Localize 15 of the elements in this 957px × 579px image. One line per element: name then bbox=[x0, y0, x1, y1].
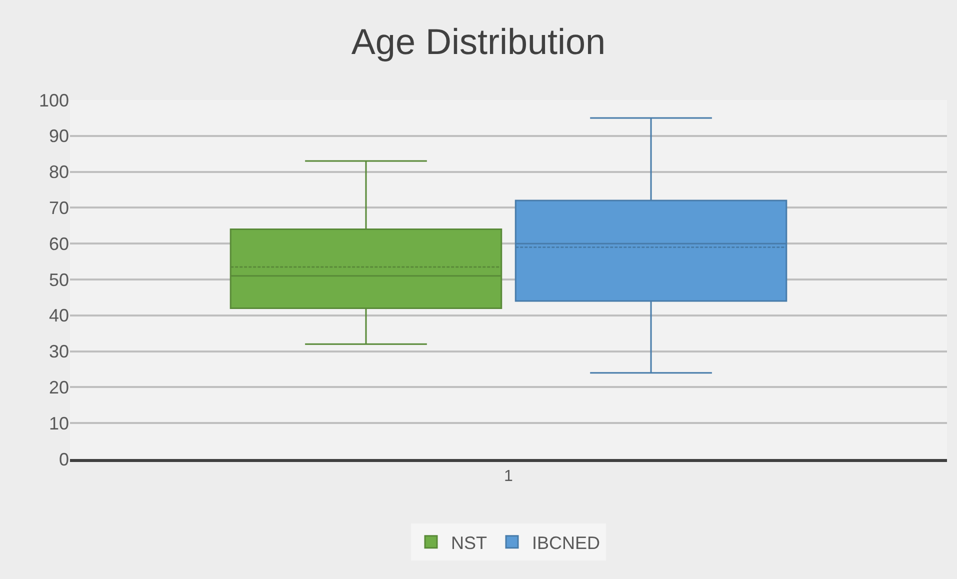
legend-label: NST bbox=[451, 532, 488, 553]
y-tick-label: 50 bbox=[48, 270, 69, 290]
y-tick-label: 60 bbox=[48, 234, 69, 254]
legend-label: IBCNED bbox=[532, 532, 600, 553]
y-tick-label: 70 bbox=[48, 198, 69, 218]
y-tick-label: 20 bbox=[48, 378, 69, 398]
y-tick-label: 10 bbox=[48, 413, 69, 434]
y-tick-label: 80 bbox=[48, 162, 69, 182]
chart-title: Age Distribution bbox=[351, 21, 606, 62]
y-tick-label: 90 bbox=[48, 126, 69, 146]
x-tick-label: 1 bbox=[504, 468, 514, 486]
y-tick-label: 40 bbox=[48, 306, 69, 326]
y-tick-label: 0 bbox=[58, 449, 69, 470]
y-tick-label: 100 bbox=[38, 90, 69, 110]
y-tick-label: 30 bbox=[48, 342, 69, 362]
